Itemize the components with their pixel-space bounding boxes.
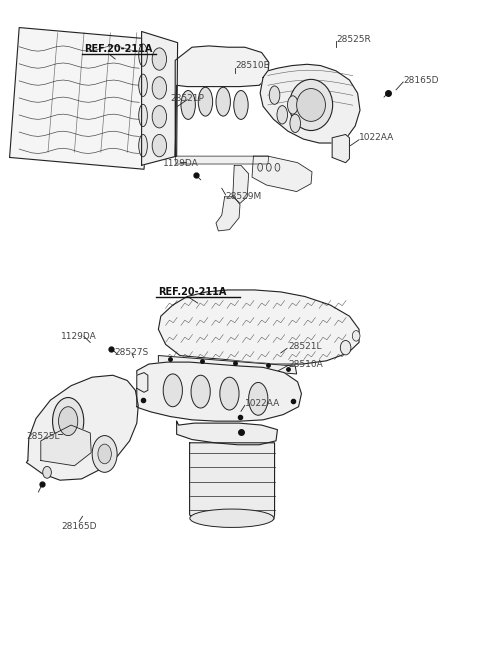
Text: 28525R: 28525R <box>336 35 371 44</box>
Ellipse shape <box>98 444 111 464</box>
Ellipse shape <box>152 106 167 128</box>
Ellipse shape <box>277 106 288 124</box>
Text: 1022AA: 1022AA <box>359 133 394 142</box>
Ellipse shape <box>290 114 300 133</box>
Ellipse shape <box>139 134 147 157</box>
Ellipse shape <box>139 74 147 96</box>
Text: 28521L: 28521L <box>288 342 322 351</box>
Ellipse shape <box>269 86 280 104</box>
Ellipse shape <box>43 466 51 478</box>
Polygon shape <box>332 134 349 163</box>
Ellipse shape <box>59 407 78 436</box>
Text: 28510B: 28510B <box>235 61 270 70</box>
Polygon shape <box>137 373 148 392</box>
Polygon shape <box>177 421 277 445</box>
Ellipse shape <box>152 134 167 157</box>
Text: 28521P: 28521P <box>170 94 204 103</box>
Text: 1129DA: 1129DA <box>61 332 97 341</box>
Ellipse shape <box>198 87 213 116</box>
Ellipse shape <box>249 382 268 415</box>
Polygon shape <box>260 64 360 143</box>
Text: 28525L: 28525L <box>26 432 60 441</box>
Text: 1022AA: 1022AA <box>245 399 280 408</box>
Text: 1129DA: 1129DA <box>163 159 199 169</box>
Polygon shape <box>158 356 297 374</box>
Ellipse shape <box>297 89 325 121</box>
Text: 28165D: 28165D <box>61 522 97 531</box>
Ellipse shape <box>266 163 271 171</box>
Polygon shape <box>190 443 275 520</box>
Polygon shape <box>137 362 301 421</box>
Ellipse shape <box>52 398 84 445</box>
Polygon shape <box>175 156 269 164</box>
Polygon shape <box>10 28 154 169</box>
Text: 28527S: 28527S <box>114 348 148 358</box>
Ellipse shape <box>258 163 263 171</box>
Ellipse shape <box>275 163 280 171</box>
Ellipse shape <box>92 436 117 472</box>
Ellipse shape <box>340 340 351 355</box>
Ellipse shape <box>289 79 333 131</box>
Text: 28510A: 28510A <box>288 359 323 369</box>
Ellipse shape <box>191 375 210 408</box>
Ellipse shape <box>234 91 248 119</box>
Ellipse shape <box>220 377 239 410</box>
Text: REF.20-211A: REF.20-211A <box>84 44 152 54</box>
Ellipse shape <box>139 104 147 127</box>
Polygon shape <box>252 156 312 192</box>
Ellipse shape <box>190 509 274 527</box>
Ellipse shape <box>152 77 167 99</box>
Polygon shape <box>233 165 249 203</box>
Text: 28165D: 28165D <box>403 75 439 85</box>
Ellipse shape <box>288 96 298 114</box>
Ellipse shape <box>152 48 167 70</box>
Polygon shape <box>26 375 138 480</box>
Polygon shape <box>142 31 178 165</box>
Ellipse shape <box>181 91 195 119</box>
Polygon shape <box>41 425 91 466</box>
Polygon shape <box>175 46 269 156</box>
Text: REF.20-211A: REF.20-211A <box>158 287 227 297</box>
Polygon shape <box>216 197 240 231</box>
Ellipse shape <box>216 87 230 116</box>
Ellipse shape <box>163 374 182 407</box>
Ellipse shape <box>139 44 147 66</box>
Text: 28529M: 28529M <box>226 192 262 201</box>
Ellipse shape <box>352 331 360 341</box>
Polygon shape <box>158 290 359 364</box>
